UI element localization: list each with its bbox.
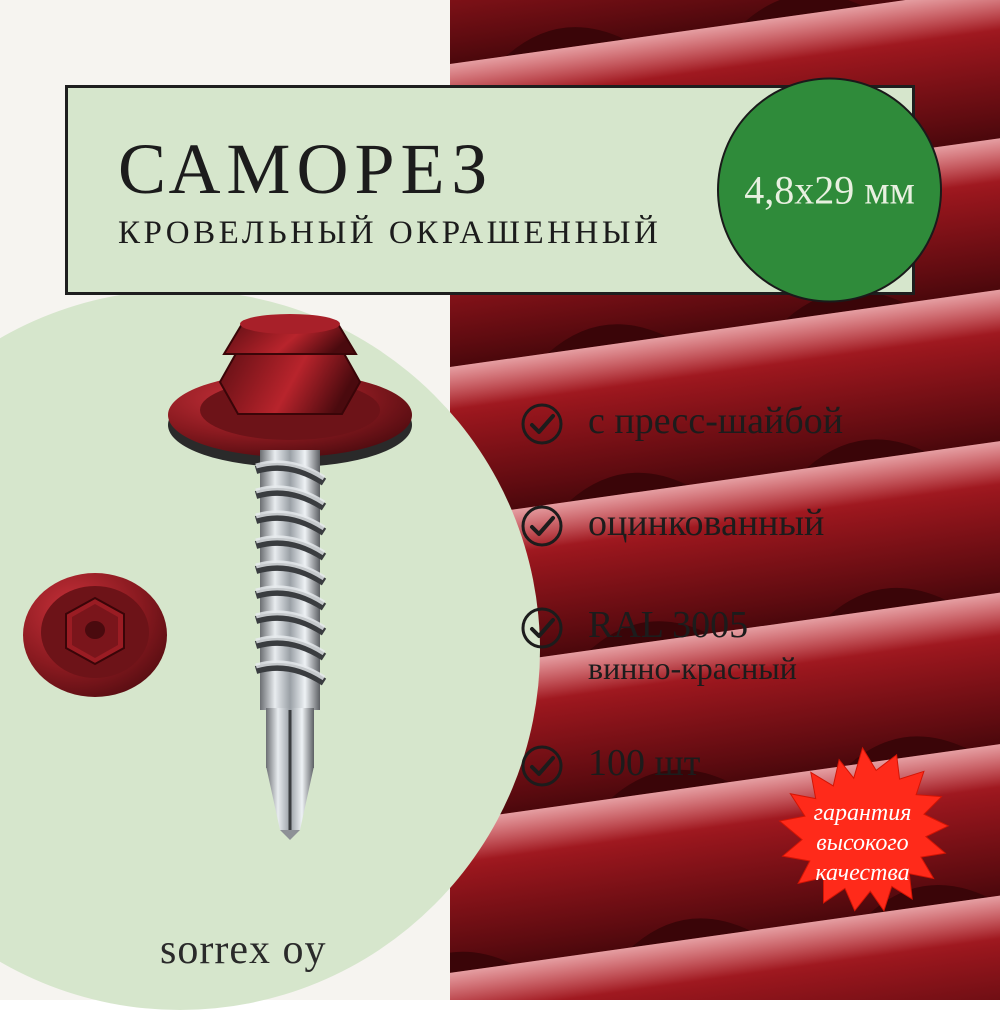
feature-item: с пресс-шайбой — [520, 400, 960, 446]
feature-text: с пресс-шайбой — [588, 400, 843, 444]
title-panel: САМОРЕЗ КРОВЕЛЬНЫЙ ОКРАШЕННЫЙ 4,8х29 мм — [65, 85, 915, 295]
screw-illustration — [160, 310, 420, 840]
product-card: САМОРЕЗ КРОВЕЛЬНЫЙ ОКРАШЕННЫЙ 4,8х29 мм — [0, 0, 1000, 1000]
size-text: 4,8х29 мм — [744, 168, 915, 212]
feature-item: RAL 3005 винно-красный — [520, 604, 960, 686]
check-icon — [520, 402, 564, 446]
feature-text: оцинкованный — [588, 502, 824, 546]
feature-text: 100 шт — [588, 742, 700, 786]
quality-badge: гарантия высокого качества — [765, 745, 960, 940]
quality-text: гарантия высокого качества — [814, 798, 912, 888]
check-icon — [520, 606, 564, 650]
feature-item: оцинкованный — [520, 502, 960, 548]
check-icon — [520, 504, 564, 548]
washer-top-view — [20, 560, 170, 700]
brand-name: sorrex oy — [160, 926, 326, 974]
size-badge: 4,8х29 мм — [717, 78, 942, 303]
check-icon — [520, 744, 564, 788]
feature-text: RAL 3005 винно-красный — [588, 604, 797, 686]
